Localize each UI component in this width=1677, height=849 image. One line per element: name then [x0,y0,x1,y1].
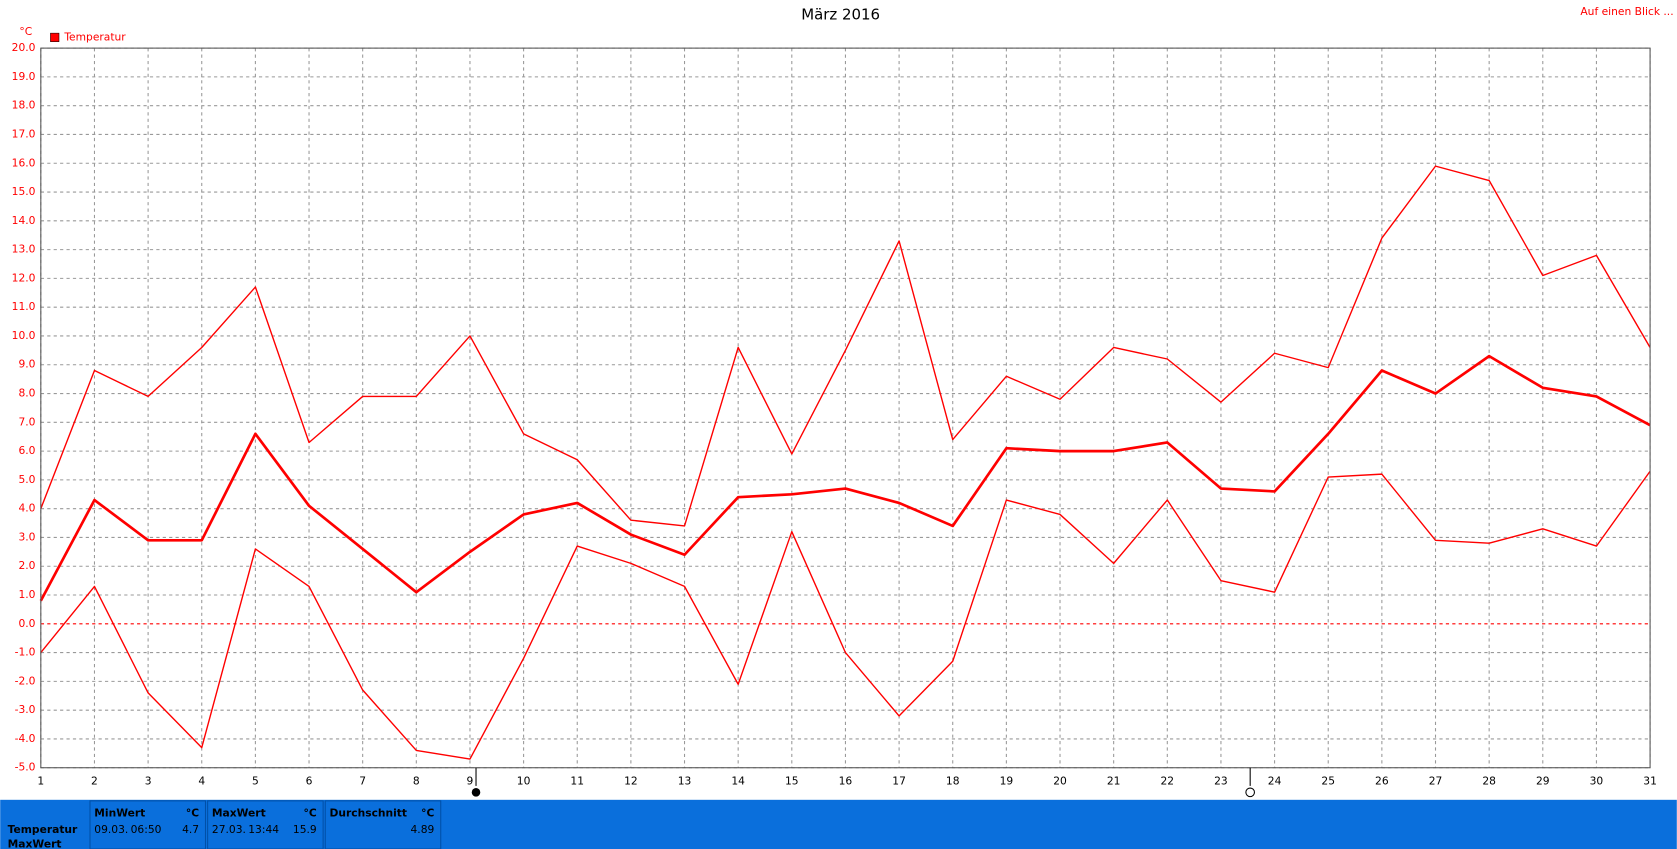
marker [1245,787,1255,798]
x-tick-label: 12 [624,775,638,788]
legend-label: Temperatur [63,30,126,43]
x-tick-label: 10 [517,775,531,788]
y-tick-label: 1.0 [18,588,35,601]
cell-value: 15.9 [293,823,317,836]
y-tick-label: 8.0 [18,387,35,400]
x-tick-label: 24 [1268,775,1282,788]
x-tick-label: 23 [1214,775,1228,788]
x-tick-label: 19 [1000,775,1014,788]
x-tick-label: 5 [252,775,259,788]
y-tick-label: 16.0 [12,156,36,169]
y-tick-label: -1.0 [15,646,36,659]
summary-cell [89,800,207,849]
x-tick-label: 31 [1643,775,1657,788]
plot-frame [40,47,1651,769]
summary-cell [324,800,442,849]
x-tick-label: 14 [731,775,745,788]
y-tick-label: 14.0 [12,214,36,227]
cell-time: 13:44 [248,823,279,836]
series-line [40,470,1651,760]
x-tick-label: 4 [198,775,205,788]
unit-label: °C [19,25,32,38]
x-tick-label: 3 [145,775,152,788]
x-tick-label: 22 [1160,775,1174,788]
x-tick-label: 7 [359,775,366,788]
x-tick-label: 27 [1429,775,1443,788]
y-tick-label: 9.0 [18,358,35,371]
series-line [40,165,1651,527]
y-tick-label: -2.0 [15,674,36,687]
cell-date: 27.03. [212,823,246,836]
y-tick-label: 13.0 [12,243,36,256]
cell-value: 4.89 [411,823,435,836]
cell-value: 4.7 [182,823,199,836]
x-tick-label: 15 [785,775,799,788]
y-tick-label: -4.0 [15,732,36,745]
y-tick-label: -3.0 [15,703,36,716]
y-tick-label: 3.0 [18,530,35,543]
column-header: Durchschnitt [330,807,407,820]
column-header: MinWert [94,807,145,820]
y-tick-label: 0.0 [18,617,35,630]
y-tick-label: -5.0 [15,761,36,774]
x-tick-label: 9 [467,775,474,788]
y-tick-label: 11.0 [12,300,36,313]
cell-date: 09.03. [94,823,128,836]
y-tick-label: 6.0 [18,444,35,457]
row-label: Temperatur [8,823,78,836]
y-tick-label: 15.0 [12,185,36,198]
y-tick-label: 10.0 [12,329,36,342]
x-tick-label: 1 [37,775,44,788]
x-tick-label: 26 [1375,775,1389,788]
column-unit: °C [186,807,199,820]
x-tick-label: 6 [306,775,313,788]
x-tick-label: 2 [91,775,98,788]
x-tick-label: 20 [1053,775,1067,788]
legend-swatch [50,32,60,42]
y-tick-label: 17.0 [12,127,36,140]
y-tick-label: 20.0 [12,41,36,54]
x-tick-label: 28 [1482,775,1496,788]
y-tick-label: 7.0 [18,415,35,428]
x-tick-label: 11 [570,775,584,788]
column-unit: °C [304,807,317,820]
summary-band [0,799,1677,849]
column-unit: °C [421,807,434,820]
row-label: MaxWert [8,838,62,849]
link[interactable]: Auf einen Blick ... [1580,5,1673,18]
x-tick-label: 18 [946,775,960,788]
marker [471,788,481,797]
y-tick-label: 19.0 [12,70,36,83]
y-tick-label: 2.0 [18,559,35,572]
x-tick-label: 13 [678,775,692,788]
x-tick-label: 16 [839,775,853,788]
summary-cell [207,800,324,849]
chart-title: März 2016 [801,5,880,23]
y-tick-label: 4.0 [18,502,35,515]
x-tick-label: 29 [1536,775,1550,788]
cell-time: 06:50 [131,823,162,836]
series-line [39,354,1651,602]
x-tick-label: 21 [1107,775,1121,788]
x-tick-label: 30 [1590,775,1604,788]
y-tick-label: 18.0 [12,99,36,112]
x-tick-label: 17 [892,775,906,788]
summary-table: Temperatur MaxWert MinWert °C 09.03. 06:50 4.7… [8,800,442,849]
column-header: MaxWert [212,807,266,820]
x-tick-label: 25 [1321,775,1335,788]
plot [39,47,1651,769]
x-tick-label: 8 [413,775,420,788]
y-tick-label: 5.0 [18,473,35,486]
y-tick-label: 12.0 [12,271,36,284]
